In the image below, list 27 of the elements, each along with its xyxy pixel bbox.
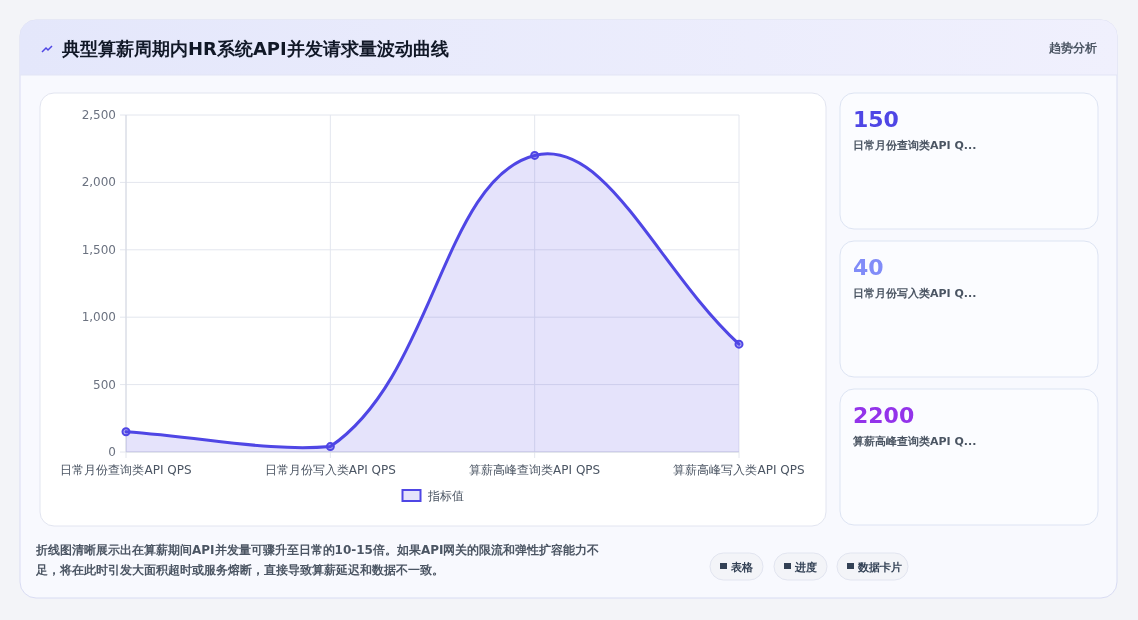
text: 日常月份查询类API Q... — [853, 139, 977, 152]
text: 算薪高峰查询类API Q... — [852, 435, 977, 448]
x-tick-label: 日常月份查询类API QPS — [60, 463, 192, 477]
text: 表格 — [730, 561, 754, 574]
y-tick-label: 2,000 — [81, 175, 116, 190]
y-tick-label: 500 — [93, 377, 116, 392]
text: 折线图清晰展示出在算薪期间API并发量可骤升至日常的10-15倍。如果API网关的限流和弹性扩容能力不足，将在此时引发大面积超时或服务熔断，直接导致算薪延迟和数据不一致。 — [36, 542, 601, 579]
y-tick-label: 1,000 — [81, 310, 116, 325]
text: 40 — [853, 255, 884, 280]
text: 进度 — [794, 561, 817, 574]
x-tick-label: 算薪高峰查询类API QPS — [469, 463, 601, 477]
point — [734, 339, 744, 349]
text: 数据卡片 — [857, 561, 902, 574]
y-tick-label: 2,500 — [81, 108, 116, 122]
point — [530, 150, 540, 160]
x-tick-label: 算薪高峰写入类API QPS — [673, 463, 805, 477]
text: 趋势分析 — [1048, 41, 1097, 55]
chart-title: 典型算薪周期内HR系统API并发请求量波动曲线 — [61, 38, 449, 59]
point — [325, 442, 335, 452]
text: 150 — [853, 107, 899, 132]
x-tick-label: 日常月份写入类API QPS — [264, 463, 396, 477]
point — [121, 427, 131, 437]
y-tick-label: 1,500 — [81, 242, 116, 257]
y-tick-label: 0 — [108, 445, 116, 459]
text: 日常月份写入类API Q... — [853, 287, 977, 300]
legend-label: 指标值 — [426, 489, 464, 503]
text: 2200 — [853, 403, 915, 428]
